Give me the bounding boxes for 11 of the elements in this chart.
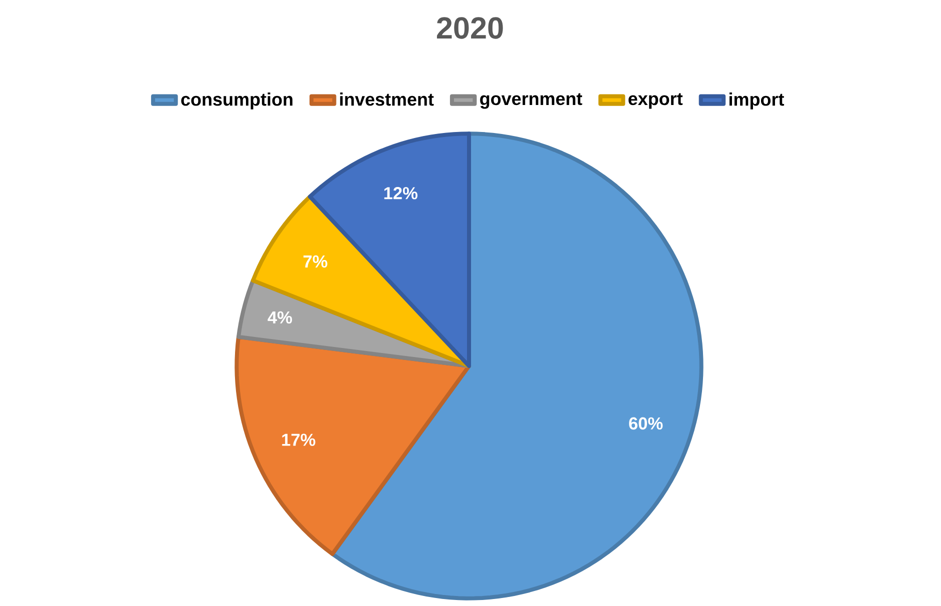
data-label: 4% (268, 311, 292, 324)
legend-label: export (628, 93, 683, 109)
data-label: 12% (384, 187, 418, 200)
legend-label: consumption (181, 92, 292, 110)
data-label: 17% (282, 434, 316, 446)
legend-label: import (730, 92, 784, 110)
chart-title: 2020 (436, 17, 503, 39)
legend-label: government (480, 93, 582, 109)
data-label: 60% (629, 417, 663, 430)
legend-label: investment (340, 92, 434, 106)
data-label: 7% (303, 255, 328, 268)
